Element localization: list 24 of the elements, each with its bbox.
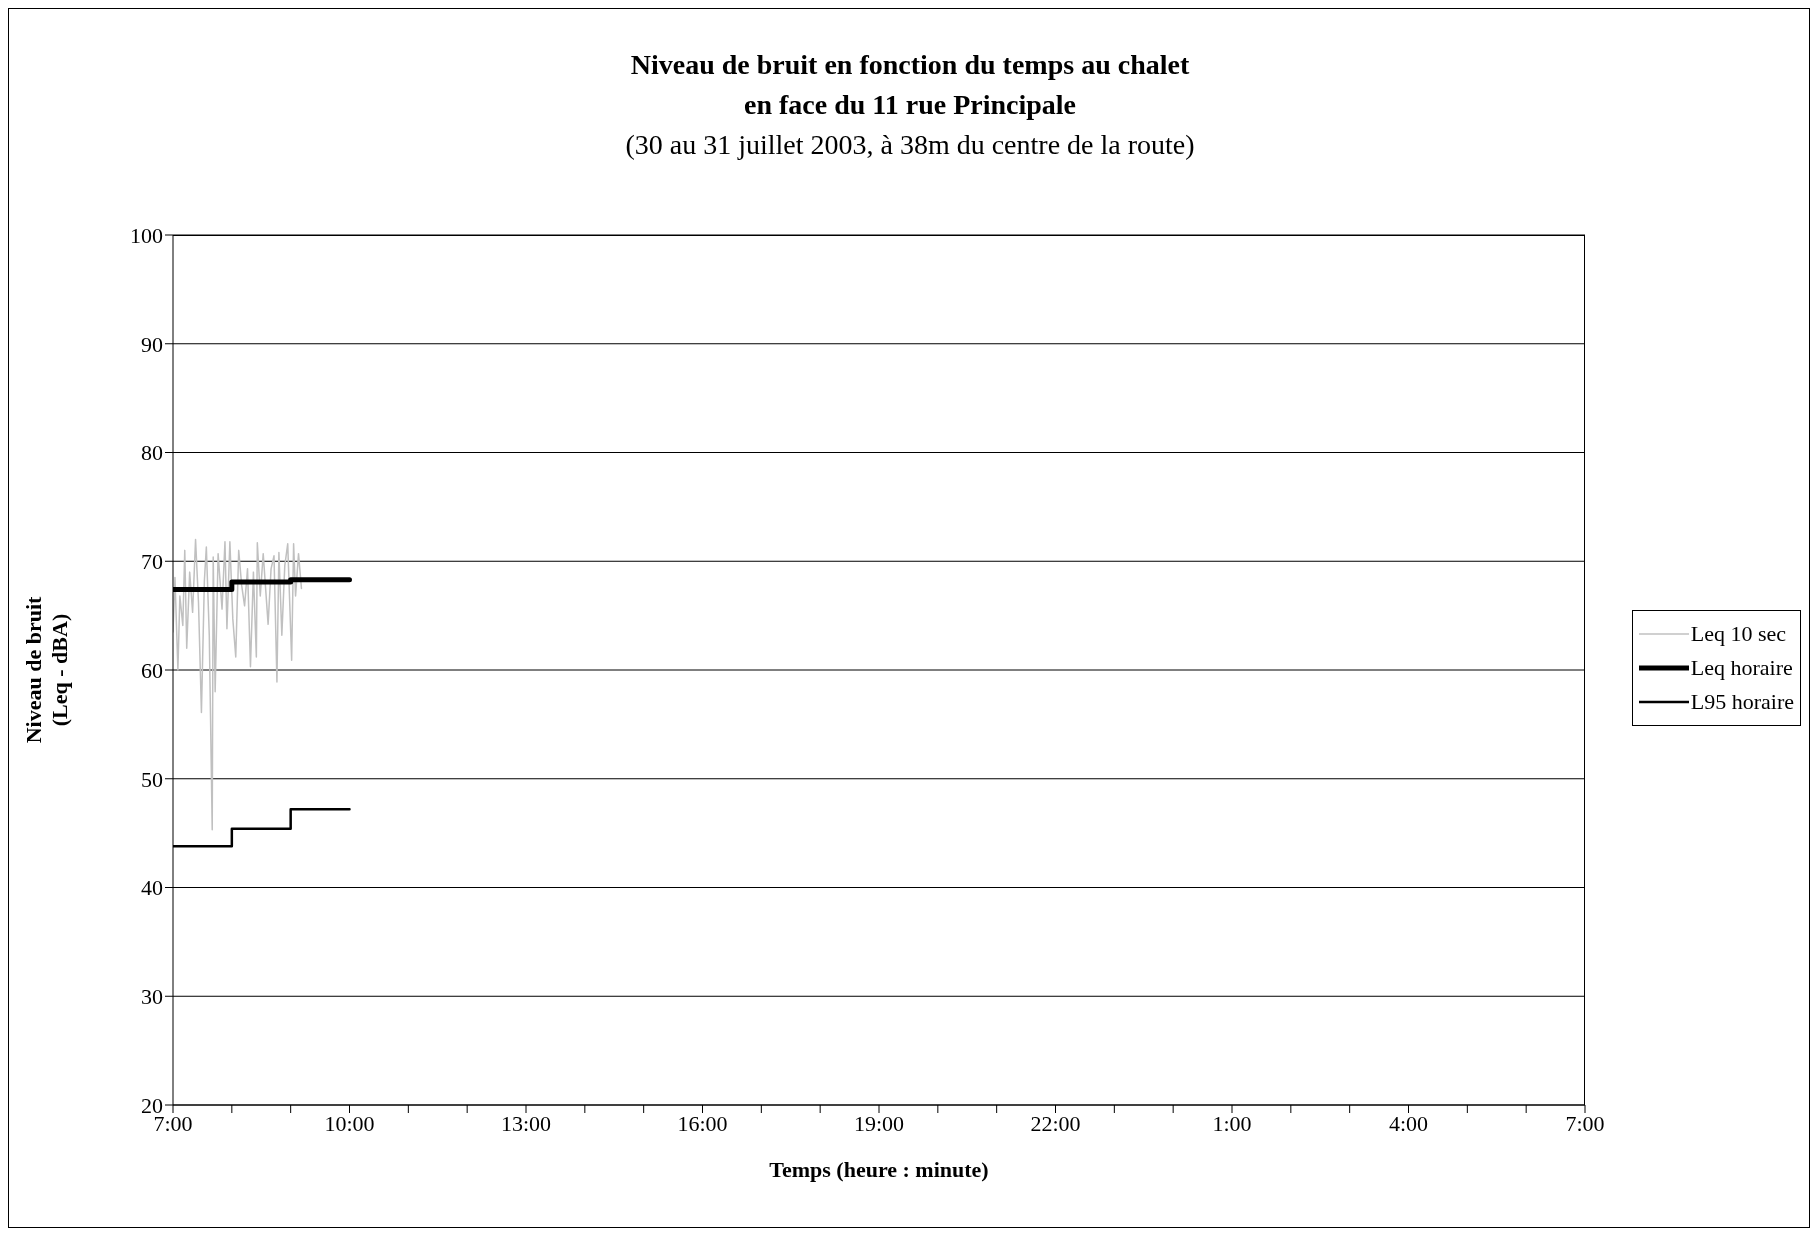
x-axis-title: Temps (heure : minute) — [768, 1157, 990, 1183]
x-tick-label: 19:00 — [853, 1110, 905, 1136]
x-tick-label: 4:00 — [1388, 1110, 1429, 1136]
y-axis-title: Niveau de bruit (Leq - dBA) — [21, 596, 73, 744]
y-tick-label: 50 — [141, 766, 163, 792]
x-tick-label: 16:00 — [677, 1110, 728, 1136]
x-tick-label: 22:00 — [1030, 1110, 1081, 1136]
legend-label: Leq horaire — [1690, 655, 1793, 681]
y-tick-label: 100 — [130, 222, 163, 248]
y-tick-label: 30 — [141, 984, 163, 1010]
legend-label: L95 horaire — [1690, 689, 1794, 715]
x-tick-label: 10:00 — [324, 1110, 375, 1136]
x-tick-label: 13:00 — [500, 1110, 552, 1136]
y-tick-label: 70 — [141, 549, 163, 575]
y-tick-label: 60 — [141, 657, 163, 683]
chart-title: Niveau de bruit en fonction du temps au chalet en face du 11 rue Principale — [629, 48, 1191, 122]
line-series — [173, 538, 303, 831]
x-tick-label: 1:00 — [1212, 1110, 1252, 1136]
y-tick-label: 80 — [141, 440, 163, 466]
chart-subtitle: (30 au 31 juillet 2003, à 38m du centre de la route) — [624, 128, 1196, 162]
legend-label: Leq 10 sec — [1690, 621, 1787, 647]
y-tick-label: 40 — [141, 875, 163, 901]
x-tick-label: 7:00 — [1565, 1110, 1605, 1136]
y-tick-label: 90 — [141, 331, 163, 357]
